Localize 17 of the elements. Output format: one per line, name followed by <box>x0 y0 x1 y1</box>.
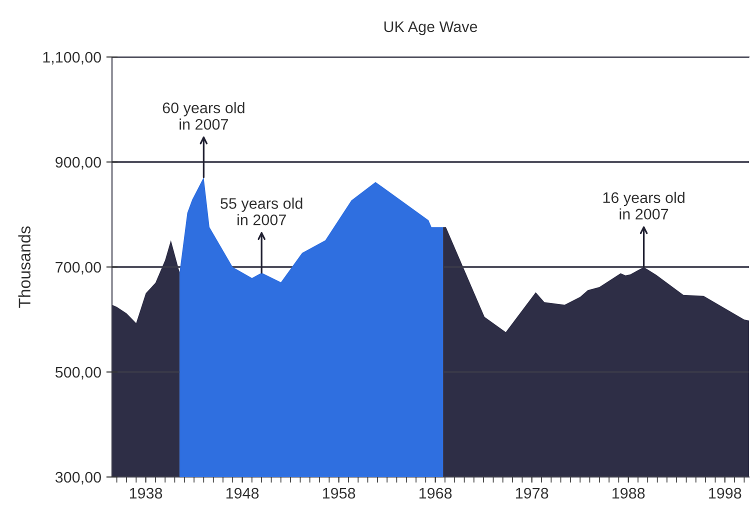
chart-title: UK Age Wave <box>384 21 478 36</box>
x-tick-label: 1948 <box>226 488 259 499</box>
y-tick-label: 500,00 <box>55 366 101 380</box>
x-tick-label: 1968 <box>420 488 452 499</box>
annotation: 55 years old in 2007 <box>220 198 302 226</box>
x-tick-label: 1958 <box>322 488 356 499</box>
y-tick-label: 900,00 <box>56 156 101 170</box>
annotation: 60 years old in 2007 <box>162 102 244 130</box>
x-tick-label: 1998 <box>709 488 742 499</box>
y-tick-label: 300,00 <box>55 472 101 484</box>
annotation: 16 years old in 2007 <box>603 192 684 220</box>
x-tick-label: 1978 <box>516 488 548 499</box>
x-tick-label: 1988 <box>612 488 645 499</box>
y-axis-title: Thousands <box>18 226 30 308</box>
y-tick-label: 1,100,00 <box>43 52 101 64</box>
y-tick-label: 700,00 <box>56 262 101 274</box>
x-tick-label: 1938 <box>130 488 162 499</box>
